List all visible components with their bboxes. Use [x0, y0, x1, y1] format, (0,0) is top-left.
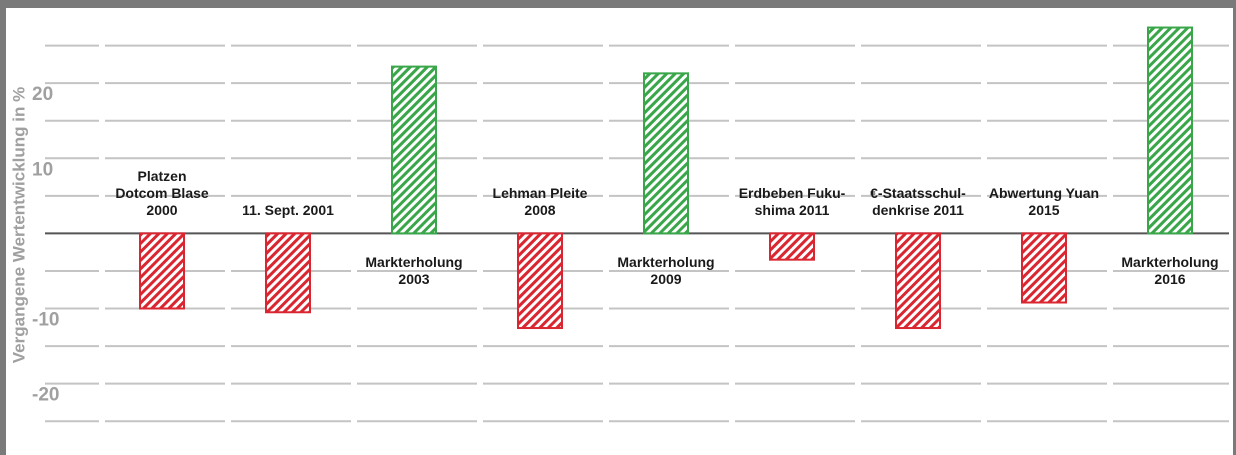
- category-label: 2000: [146, 202, 177, 218]
- y-tick-label: -10: [32, 310, 59, 331]
- frame-right: [1233, 0, 1236, 455]
- category-label: Erdbeben Fuku-: [739, 185, 846, 201]
- category-label: 2016: [1154, 271, 1185, 287]
- category-label: 2003: [398, 271, 429, 287]
- y-axis-title: Vergangene Wertentwicklung in %: [9, 87, 28, 363]
- category-label: denkrise 2011: [872, 202, 964, 218]
- y-tick-label: -20: [32, 385, 59, 406]
- frame-left: [0, 0, 6, 455]
- bar: [391, 65, 437, 235]
- bar: [265, 232, 311, 314]
- bar: [895, 232, 941, 330]
- category-label: 2008: [524, 202, 555, 218]
- category-label: 2009: [650, 271, 681, 287]
- bar: [769, 232, 815, 261]
- category-label: Markterholung: [617, 254, 714, 270]
- category-label: 2015: [1028, 202, 1059, 218]
- category-label: Dotcom Blase: [115, 185, 209, 201]
- category-label: Platzen: [137, 168, 186, 184]
- frame-top: [0, 0, 1236, 8]
- category-label: €-Staatsschul-: [870, 185, 966, 201]
- category-label: Lehman Pleite: [493, 185, 588, 201]
- category-label: Abwertung Yuan: [989, 185, 1099, 201]
- category-label: 11. Sept. 2001: [242, 202, 334, 218]
- y-tick-label: 20: [32, 84, 53, 105]
- bar: [517, 232, 563, 330]
- bar: [643, 72, 689, 235]
- category-label: Markterholung: [1121, 254, 1218, 270]
- category-label: shima 2011: [755, 202, 830, 218]
- bar: [1147, 26, 1193, 235]
- category-label: Markterholung: [365, 254, 462, 270]
- bar: [1021, 232, 1067, 304]
- bar: [139, 232, 185, 310]
- y-tick-label: 10: [32, 159, 53, 180]
